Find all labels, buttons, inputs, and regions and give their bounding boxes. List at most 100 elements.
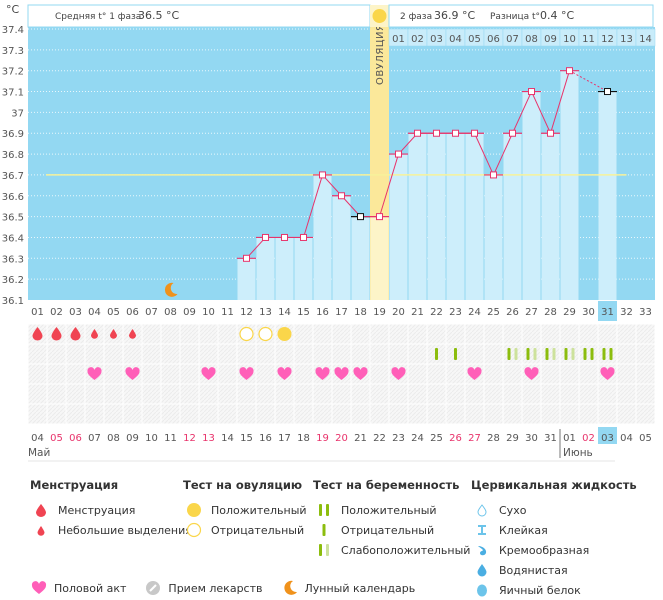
- calendar-date-label: 28: [487, 433, 500, 444]
- negative-pregnancy-test-icon: [313, 522, 335, 538]
- legend-item: Кремообразная: [471, 540, 637, 560]
- legend-label: Кремообразная: [499, 543, 590, 557]
- positive-pregnancy-test-icon: [590, 348, 594, 360]
- legend-ovulation-test: Тест на овуляцию Положительный Отрицател…: [183, 478, 307, 540]
- legend-item: Прием лекарств: [144, 580, 263, 596]
- y-tick-label: 36.4: [2, 233, 24, 244]
- calendar-date-label: 10: [145, 433, 158, 444]
- x-tick-label: 18: [354, 307, 367, 318]
- pregnancy-test-line-icon: [507, 348, 511, 360]
- legend-label: Половой акт: [54, 581, 127, 595]
- y-tick-label: 37: [11, 108, 24, 119]
- calendar-date-label: 31: [544, 433, 557, 444]
- light-drop-icon: [30, 522, 52, 538]
- calendar-date-label: 06: [69, 433, 82, 444]
- temperature-line-segment: [303, 174, 323, 238]
- legend-label: Положительный: [211, 503, 307, 517]
- legend-item: Отрицательный: [313, 520, 470, 540]
- temperature-bar: [351, 216, 370, 300]
- temperature-bar: [484, 174, 503, 300]
- legend-bottom: Половой акт Прием лекарств Лунный календ…: [30, 580, 433, 596]
- post-ovulation-day-label: 14: [639, 34, 652, 45]
- legend-label: Яичный белок: [499, 583, 581, 597]
- temperature-point: [338, 192, 345, 200]
- x-tick-label: 11: [221, 307, 234, 318]
- x-tick-label: 13: [259, 307, 272, 318]
- y-tick-label: 37.1: [2, 88, 24, 99]
- legend-item: Положительный: [183, 500, 307, 520]
- x-tick-label: 27: [525, 307, 538, 318]
- pregnancy-test-line-icon: [602, 348, 606, 360]
- temperature-bar: [541, 133, 560, 300]
- current-date-highlight: [598, 427, 617, 444]
- heavy-drop-icon: [30, 502, 52, 518]
- calendar-date-label: 24: [411, 433, 424, 444]
- calendar-date-label: 01: [563, 433, 576, 444]
- temperature-point: [509, 129, 516, 137]
- post-ovulation-day-label: 06: [487, 34, 500, 45]
- post-ovulation-day-cell: [635, 28, 656, 47]
- x-tick-label: 15: [297, 307, 310, 318]
- temperature-bar: [256, 237, 275, 300]
- spotting-drop-icon: [129, 329, 136, 339]
- pregnancy-test-line-icon: [564, 348, 568, 360]
- temperature-point: [471, 129, 478, 137]
- post-ovulation-day-label: 05: [468, 34, 481, 45]
- temperature-bar: [370, 216, 389, 300]
- post-ovulation-day-label: 01: [392, 34, 405, 45]
- temperature-point: [433, 129, 440, 137]
- x-tick-label: 24: [468, 307, 481, 318]
- post-ovulation-day-label: 08: [525, 34, 538, 45]
- x-tick-label: 17: [335, 307, 348, 318]
- temperature-point: [262, 233, 269, 241]
- dry-icon: [471, 502, 493, 518]
- y-axis-unit: °C: [6, 3, 20, 16]
- post-ovulation-day-label: 13: [620, 34, 633, 45]
- x-tick-label: 07: [145, 307, 158, 318]
- legend-label: Прием лекарств: [168, 581, 263, 595]
- temperature-line-segment: [550, 70, 570, 134]
- heart-icon: [524, 367, 539, 380]
- temperature-point: [243, 254, 250, 262]
- calendar-date-label: 19: [316, 433, 329, 444]
- weak-pregnancy-test-icon: [533, 348, 537, 360]
- temperature-line-segment: [493, 133, 513, 176]
- weak-pregnancy-test-icon: [514, 348, 518, 360]
- legend-cervical-fluid: Цервикальная жидкость Сухо Клейкая Кремо…: [471, 478, 637, 600]
- x-tick-label: 02: [50, 307, 63, 318]
- calendar-date-label: 11: [164, 433, 177, 444]
- heart-icon: [334, 367, 349, 380]
- heart-icon: [239, 367, 254, 380]
- calendar-date-label: 18: [297, 433, 310, 444]
- legend-item: Лунный календарь: [281, 580, 415, 596]
- calendar-date-label: 30: [525, 433, 538, 444]
- temperature-point: [319, 171, 326, 179]
- legend-item: Небольшие выделения: [30, 520, 192, 540]
- heart-icon: [467, 367, 482, 380]
- temperature-bar: [389, 154, 408, 300]
- ovulation-label: ОВУЛЯЦИЯ: [375, 24, 386, 86]
- calendar-date-label: 22: [373, 433, 386, 444]
- calendar-date-label: 08: [107, 433, 120, 444]
- legend-label: Сухо: [499, 503, 527, 517]
- post-ovulation-day-label: 04: [449, 34, 462, 45]
- x-tick-label: 32: [620, 307, 633, 318]
- negative-ovulation-test-icon: [239, 326, 254, 342]
- temperature-point: [357, 213, 364, 221]
- calendar-date-label: 03: [601, 433, 614, 444]
- legend-label: Водянистая: [499, 563, 568, 577]
- diff-value: 0.4 °C: [540, 9, 574, 22]
- x-tick-label: 16: [316, 307, 329, 318]
- legend-item: Сухо: [471, 500, 637, 520]
- temperature-bar: [427, 133, 446, 300]
- calendar-date-label: 12: [183, 433, 196, 444]
- heart-icon: [600, 367, 615, 380]
- heart-icon: [87, 367, 102, 380]
- y-tick-label: 36.1: [2, 296, 24, 307]
- calendar-date-label: 23: [392, 433, 405, 444]
- legend-label: Слабоположительный: [341, 543, 471, 557]
- pregnancy-test-line-icon: [583, 348, 587, 360]
- x-tick-label: 04: [88, 307, 101, 318]
- legend-label: Клейкая: [499, 523, 548, 537]
- x-tick-label: 29: [563, 307, 576, 318]
